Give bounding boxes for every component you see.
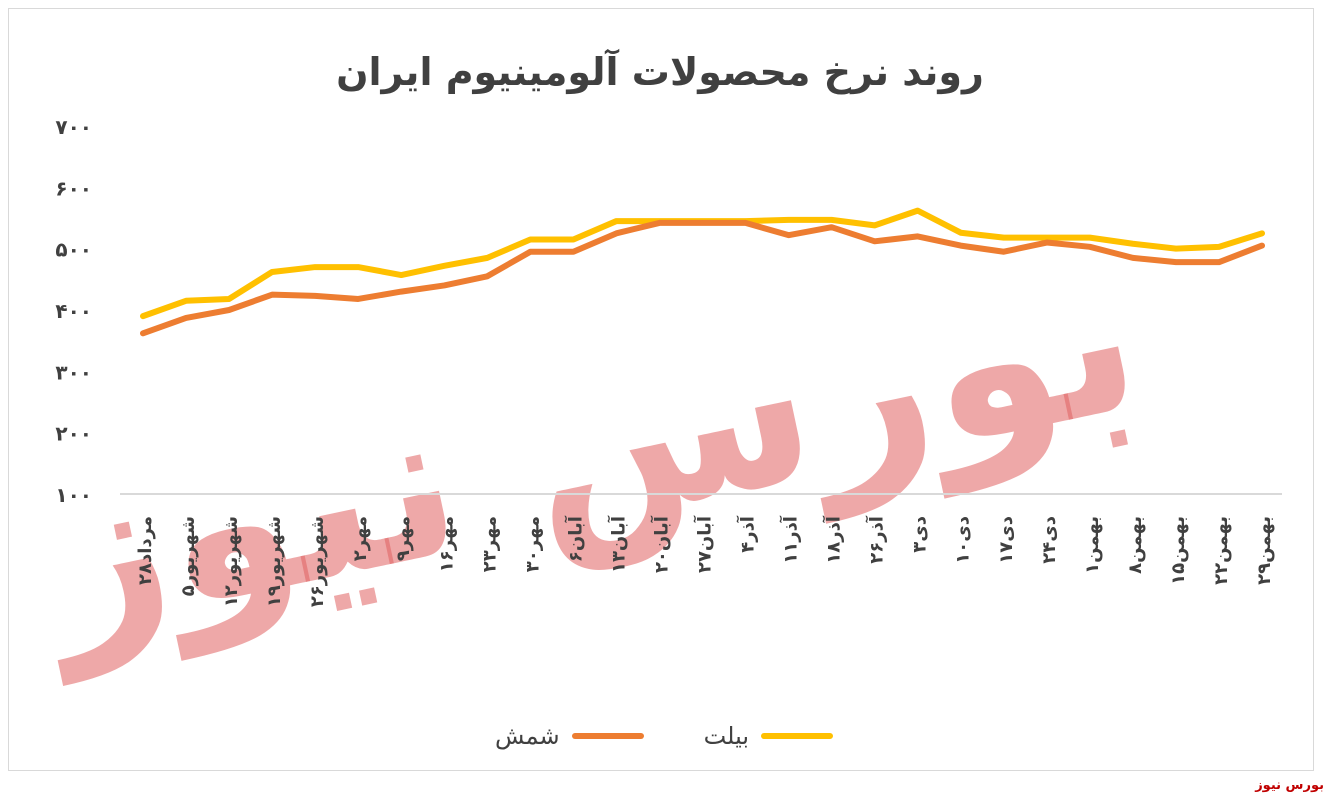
data-point	[1001, 249, 1007, 255]
x-tick-label: ۱۲شهریور	[221, 516, 242, 607]
data-point	[527, 249, 533, 255]
data-point	[958, 243, 964, 249]
data-point	[1259, 230, 1265, 236]
legend-label-billet: بیلت	[703, 722, 750, 750]
x-tick-label: ۲۶آذر	[865, 515, 888, 564]
x-tick-label: ۲۲بهمن	[1211, 516, 1232, 585]
x-tick-label: ۱بهمن	[1082, 516, 1103, 574]
data-point	[829, 224, 835, 230]
legend-item-billet: بیلت	[703, 722, 834, 750]
x-tick-label: ۲۴دی	[1039, 516, 1060, 564]
x-tick-label: ۳دی	[910, 516, 931, 553]
data-point	[183, 315, 189, 321]
data-point	[872, 222, 878, 228]
x-tick-label: ۱۳آبان	[606, 515, 629, 573]
data-point	[1087, 244, 1093, 250]
data-point	[1173, 259, 1179, 265]
data-point	[1044, 240, 1050, 246]
legend-label-ingot: شمش	[494, 722, 560, 750]
data-point	[786, 232, 792, 238]
x-tick-label: ۱۰دی	[953, 516, 974, 564]
x-tick-label: ۹مهر	[393, 516, 414, 561]
data-point	[1087, 235, 1093, 241]
data-point	[700, 220, 705, 226]
data-point	[1216, 259, 1222, 265]
legend-swatch-billet	[761, 733, 834, 739]
y-tick-label: ۶۰۰	[55, 176, 92, 200]
legend-item-ingot: شمش	[495, 722, 644, 750]
data-point	[1216, 244, 1222, 250]
data-point	[484, 255, 490, 261]
data-point	[1130, 255, 1136, 261]
data-point	[958, 230, 964, 236]
y-tick-label: ۲۰۰	[55, 422, 92, 446]
data-point	[398, 289, 404, 295]
data-point	[613, 218, 619, 224]
data-point	[1173, 246, 1179, 252]
data-point	[829, 217, 835, 223]
y-tick-label: ۳۰۰	[55, 360, 92, 384]
data-point	[226, 296, 232, 302]
x-tick-label: ۴آذر	[736, 515, 759, 553]
watermark: بورس نیوز	[12, 212, 1159, 686]
x-tick-label: ۱۸آذر	[822, 515, 845, 564]
watermark-text: بورس نیوز	[12, 212, 1159, 686]
data-point	[355, 296, 361, 302]
data-point	[398, 272, 404, 278]
data-point	[743, 220, 749, 226]
data-point	[527, 236, 533, 242]
chart-frame	[8, 8, 1314, 771]
data-point	[441, 282, 447, 288]
x-tick-label: ۱۵بهمن	[1168, 516, 1189, 585]
data-point	[915, 233, 921, 239]
data-point	[1259, 243, 1265, 249]
x-tick-label: ۲۹بهمن	[1254, 516, 1275, 585]
y-tick-label: ۷۰۰	[55, 115, 92, 139]
data-point	[1130, 241, 1136, 247]
data-point	[613, 230, 619, 236]
data-point	[872, 238, 878, 244]
x-tick-label: ۶آبان	[563, 515, 586, 562]
data-point	[269, 269, 275, 275]
data-point	[441, 263, 447, 269]
x-tick-label: ۸بهمن	[1125, 516, 1146, 574]
x-tick-label: ۱۶مهر	[436, 516, 457, 572]
data-point	[656, 220, 662, 226]
data-point	[312, 293, 318, 299]
legend: بیلت شمش	[0, 722, 1328, 750]
x-tick-label: ۱۷دی	[996, 516, 1017, 564]
legend-swatch-ingot	[571, 733, 644, 739]
x-tick-label: ۲۶شهریور	[307, 516, 328, 607]
data-point	[786, 217, 792, 223]
data-point	[1044, 235, 1050, 241]
data-point	[1001, 235, 1007, 241]
data-point	[269, 292, 275, 298]
x-tick-label: ۲۳مهر	[479, 516, 500, 572]
x-tick-label: ۲۷آبان	[693, 515, 716, 573]
chart-title: روند نرخ محصولات آلومینیوم ایران	[336, 50, 984, 94]
y-tick-label: ۵۰۰	[55, 238, 92, 262]
x-tick-label: ۱۹شهریور	[264, 516, 285, 607]
data-point	[312, 264, 318, 270]
data-point	[570, 249, 576, 255]
data-point	[570, 236, 576, 242]
x-tick-label: ۲۸مرداد	[135, 516, 156, 585]
data-point	[140, 330, 146, 336]
x-tick-label: ۲مهر	[350, 516, 371, 561]
x-tick-label: ۱۱آذر	[779, 515, 802, 564]
x-tick-label: ۵شهریور	[178, 516, 199, 596]
data-point	[915, 208, 921, 214]
x-tick-label: ۳۰مهر	[522, 516, 543, 572]
data-point	[484, 273, 490, 279]
data-point	[226, 307, 232, 313]
x-tick-label: ۲۰آبان	[649, 515, 672, 573]
data-point	[140, 313, 146, 319]
y-tick-label: ۱۰۰	[55, 483, 92, 507]
data-point	[355, 264, 361, 270]
data-point	[183, 298, 189, 304]
y-tick-label: ۴۰۰	[55, 299, 92, 323]
source-label: بورس نیوز	[1255, 778, 1324, 793]
